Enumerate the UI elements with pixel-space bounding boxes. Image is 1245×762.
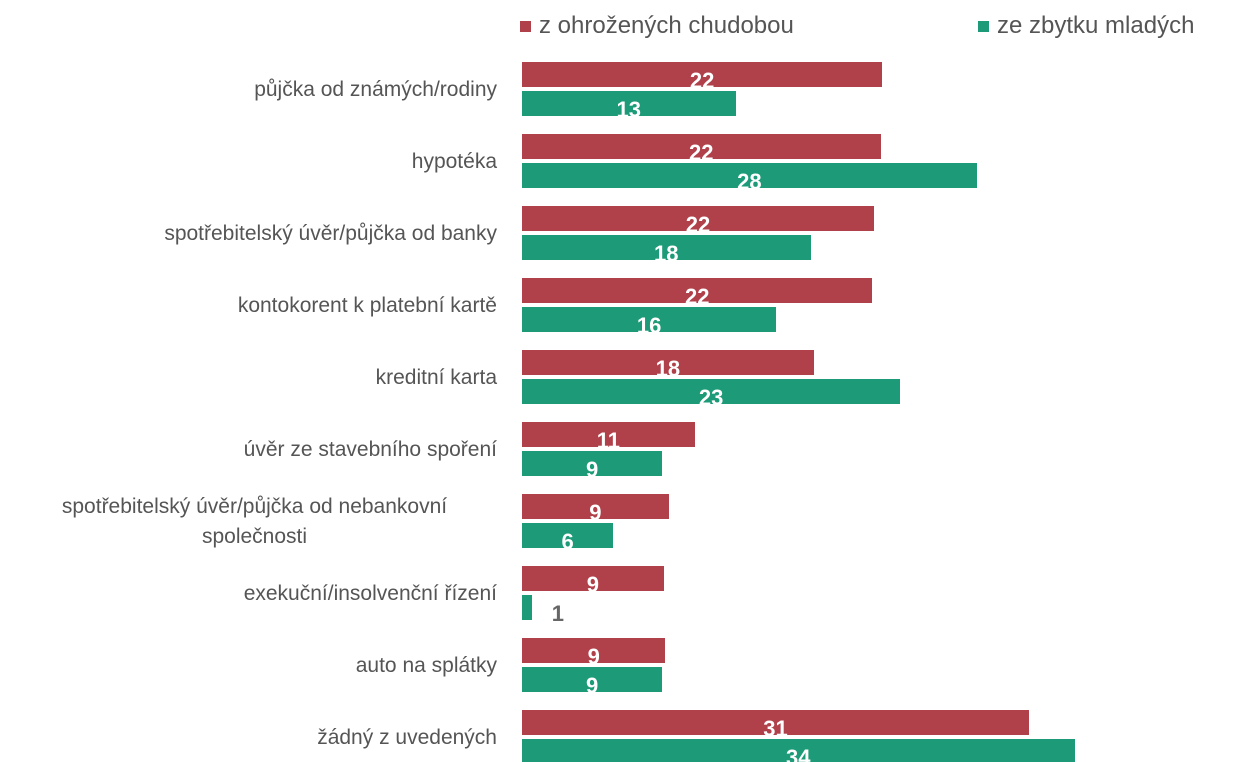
- bar: [522, 595, 532, 620]
- bar: [522, 235, 811, 260]
- bar: [522, 206, 875, 231]
- data-label: 31: [763, 716, 788, 741]
- data-label: 22: [689, 140, 714, 165]
- data-label: 1: [551, 601, 565, 626]
- category-label: kreditní karta: [375, 366, 497, 389]
- legend-label: z ohrožených chudobou: [539, 12, 794, 39]
- bar: [522, 451, 663, 476]
- category-label-wrap: kontokorent k platební kartě: [7, 291, 497, 321]
- legend-item: z ohrožených chudobou: [520, 12, 794, 40]
- category-label: kontokorent k platební kartě: [237, 294, 497, 317]
- data-label: 9: [585, 457, 599, 482]
- data-label: 13: [616, 97, 641, 122]
- data-label: 22: [685, 212, 711, 237]
- category-label: spotřebitelský úvěr/půjčka od nebankovní…: [61, 495, 448, 548]
- legend-swatch: [520, 20, 531, 32]
- category-label-wrap: spotřebitelský úvěr/půjčka od nebankovní…: [7, 492, 497, 552]
- data-label: 18: [655, 356, 681, 381]
- category-label-wrap: spotřebitelský úvěr/půjčka od banky: [7, 219, 497, 249]
- data-label: 23: [698, 385, 724, 410]
- category-label-wrap: auto na splátky: [7, 651, 497, 681]
- legend-swatch: [978, 20, 989, 32]
- category-label: spotřebitelský úvěr/půjčka od banky: [164, 222, 497, 245]
- data-label: 28: [737, 169, 762, 194]
- legend-label: ze zbytku mladých: [997, 12, 1195, 39]
- category-label-wrap: kreditní karta: [7, 363, 497, 393]
- legend-item: ze zbytku mladých: [978, 12, 1194, 40]
- bar: [522, 278, 873, 303]
- category-label: hypotéka: [411, 150, 497, 173]
- data-label: 9: [585, 673, 599, 698]
- category-label-wrap: půjčka od známých/rodiny: [7, 75, 497, 105]
- bar: [522, 739, 1075, 762]
- data-label: 9: [587, 644, 600, 669]
- data-label: 16: [636, 313, 662, 338]
- bar: [522, 350, 814, 375]
- bar: [522, 494, 669, 519]
- bar: [522, 667, 663, 692]
- data-label: 6: [561, 529, 574, 554]
- bar: [522, 566, 664, 591]
- bar: [522, 422, 695, 447]
- category-label: exekuční/insolvenční řízení: [243, 582, 497, 605]
- data-label: 22: [684, 284, 710, 309]
- data-label: 22: [689, 68, 715, 93]
- data-label: 34: [786, 745, 811, 762]
- data-label: 11: [596, 428, 621, 453]
- data-label: 9: [586, 572, 600, 597]
- bar: [522, 710, 1029, 735]
- category-label: žádný z uvedených: [317, 726, 497, 749]
- bar: [522, 134, 881, 159]
- data-label: 18: [654, 241, 679, 266]
- bar: [522, 163, 977, 188]
- category-label-wrap: hypotéka: [7, 147, 497, 177]
- bar: [522, 307, 777, 332]
- category-label-wrap: exekuční/insolvenční řízení: [7, 579, 497, 609]
- category-label: půjčka od známých/rodiny: [254, 78, 497, 101]
- bar: [522, 62, 883, 87]
- category-label-wrap: žádný z uvedených: [7, 723, 497, 753]
- category-label: auto na splátky: [355, 654, 497, 677]
- bar: [522, 523, 614, 548]
- bar: [522, 379, 901, 404]
- category-label: úvěr ze stavebního spoření: [243, 438, 497, 461]
- bar: [522, 91, 736, 116]
- data-label: 9: [589, 500, 602, 525]
- category-label-wrap: úvěr ze stavebního spoření: [7, 435, 497, 465]
- bar: [522, 638, 666, 663]
